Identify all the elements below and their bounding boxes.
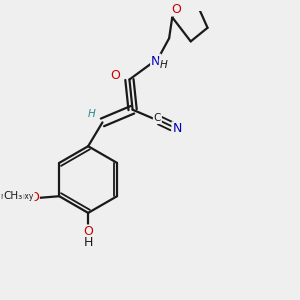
Text: N: N [172,122,182,135]
Text: N: N [151,55,160,68]
Text: H: H [88,110,95,119]
Text: H: H [160,60,167,70]
Text: O: O [171,2,181,16]
Text: H: H [83,236,93,249]
Text: methoxy: methoxy [1,192,34,201]
Text: C: C [154,113,161,123]
Text: O: O [110,69,120,82]
Text: O: O [83,225,93,239]
Text: CH₃: CH₃ [4,190,23,201]
Text: O: O [29,191,39,204]
